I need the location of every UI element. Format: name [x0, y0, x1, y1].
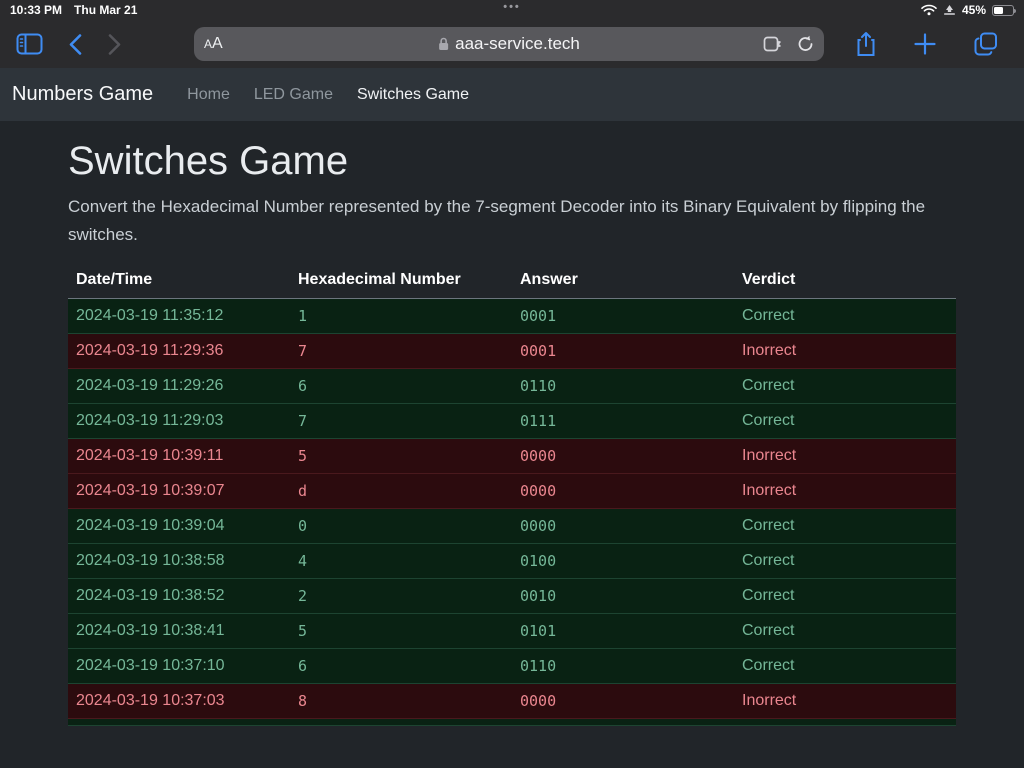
- cell-verdict: Correct: [734, 578, 956, 615]
- status-bar: 10:33 PM Thu Mar 21 ••• 45%: [0, 0, 1024, 20]
- table-row: 2024-03-19 10:37:03 8 0000 Inorrect: [68, 683, 956, 720]
- table-row: 2024-03-19 11:35:12 1 0001 Correct: [68, 298, 956, 335]
- cell-datetime: 2024-03-19 11:35:12: [68, 298, 290, 335]
- cell-datetime: 2024-03-19 10:39:11: [68, 438, 290, 475]
- cell-hex: 1: [290, 298, 512, 335]
- cell-hex: 6: [290, 648, 512, 685]
- table-row: 2024-03-19 11:29:36 7 0001 Inorrect: [68, 333, 956, 370]
- back-button[interactable]: [69, 33, 82, 55]
- nav-link-led-game[interactable]: LED Game: [253, 85, 333, 103]
- cell-verdict: Inorrect: [734, 438, 956, 475]
- cell-verdict: Correct: [734, 543, 956, 580]
- cell-answer: 0111: [512, 403, 734, 440]
- cell-verdict: Correct: [734, 368, 956, 405]
- table-row-partial: [68, 718, 956, 727]
- table-row: 2024-03-19 10:37:10 6 0110 Correct: [68, 648, 956, 685]
- nav-link-switches-game[interactable]: Switches Game: [356, 85, 470, 103]
- clock: 10:33 PM: [10, 3, 63, 17]
- cell-answer: 0110: [512, 648, 734, 685]
- page-content: Switches Game Convert the Hexadecimal Nu…: [0, 121, 1024, 727]
- cell-verdict: Correct: [734, 508, 956, 545]
- table-row: 2024-03-19 10:39:04 0 0000 Correct: [68, 508, 956, 545]
- cell-answer: 0101: [512, 613, 734, 650]
- lock-icon: [438, 37, 449, 51]
- table-header-row: Date/Time Hexadecimal Number Answer Verd…: [68, 261, 956, 300]
- table-row: 2024-03-19 10:39:11 5 0000 Inorrect: [68, 438, 956, 475]
- cell-verdict: Inorrect: [734, 683, 956, 720]
- cell-answer: 0000: [512, 473, 734, 510]
- new-tab-button[interactable]: [914, 33, 936, 55]
- site-navbar: Numbers Game Home LED Game Switches Game: [0, 68, 1024, 121]
- cell-answer: 0001: [512, 333, 734, 370]
- sidebar-toggle-button[interactable]: [16, 33, 43, 55]
- cell-answer: 0001: [512, 298, 734, 335]
- cell-answer: 0100: [512, 543, 734, 580]
- cell-hex: 6: [290, 368, 512, 405]
- reader-options-button[interactable]: AA: [204, 35, 223, 52]
- battery-icon: [992, 4, 1016, 16]
- col-header-hex: Hexadecimal Number: [290, 261, 512, 300]
- upload-activity-icon: [943, 4, 956, 16]
- cell-answer: 0110: [512, 368, 734, 405]
- table-row: 2024-03-19 10:38:52 2 0010 Correct: [68, 578, 956, 615]
- cell-verdict: Inorrect: [734, 333, 956, 370]
- table-row: 2024-03-19 10:38:58 4 0100 Correct: [68, 543, 956, 580]
- url-text: aaa-service.tech: [455, 34, 580, 53]
- cell-hex: d: [290, 473, 512, 510]
- tabs-overview-button[interactable]: [974, 32, 998, 56]
- cell-verdict: Correct: [734, 403, 956, 440]
- cell-answer: 0010: [512, 578, 734, 615]
- cell-verdict: Correct: [734, 298, 956, 335]
- cell-datetime: 2024-03-19 10:39:07: [68, 473, 290, 510]
- cell-verdict: Correct: [734, 648, 956, 685]
- multitasking-dots[interactable]: •••: [503, 1, 521, 13]
- forward-button[interactable]: [108, 33, 121, 55]
- table-row: 2024-03-19 11:29:03 7 0111 Correct: [68, 403, 956, 440]
- battery-percent: 45%: [961, 3, 986, 17]
- safari-toolbar: AA aaa-service.tech: [0, 20, 1024, 68]
- date: Thu Mar 21: [74, 3, 138, 17]
- cell-verdict: Correct: [734, 613, 956, 650]
- results-table: Date/Time Hexadecimal Number Answer Verd…: [68, 261, 956, 727]
- table-row: 2024-03-19 10:39:07 d 0000 Inorrect: [68, 473, 956, 510]
- cell-datetime: 2024-03-19 10:38:52: [68, 578, 290, 615]
- col-header-datetime: Date/Time: [68, 261, 290, 300]
- cell-datetime: 2024-03-19 10:39:04: [68, 508, 290, 545]
- cell-verdict: Inorrect: [734, 473, 956, 510]
- cell-hex: 2: [290, 578, 512, 615]
- reload-button[interactable]: [797, 35, 814, 53]
- cell-datetime: 2024-03-19 10:38:41: [68, 613, 290, 650]
- cell-answer: 0000: [512, 508, 734, 545]
- share-button[interactable]: [856, 31, 876, 57]
- cell-hex: 5: [290, 438, 512, 475]
- cell-datetime: 2024-03-19 11:29:26: [68, 368, 290, 405]
- cell-hex: 7: [290, 333, 512, 370]
- page-title: Switches Game: [68, 139, 349, 183]
- cell-datetime: 2024-03-19 10:37:10: [68, 648, 290, 685]
- cell-datetime: 2024-03-19 10:38:58: [68, 543, 290, 580]
- extensions-icon[interactable]: [763, 36, 783, 52]
- cell-hex: 5: [290, 613, 512, 650]
- cell-datetime: 2024-03-19 10:37:03: [68, 683, 290, 720]
- nav-link-home[interactable]: Home: [187, 85, 230, 103]
- col-header-verdict: Verdict: [734, 261, 956, 300]
- wifi-icon: [921, 4, 937, 16]
- table-row: 2024-03-19 10:38:41 5 0101 Correct: [68, 613, 956, 650]
- navbar-links: Home LED Game Switches Game: [175, 86, 481, 104]
- navbar-brand[interactable]: Numbers Game: [12, 83, 154, 105]
- page-description: Convert the Hexadecimal Number represent…: [68, 197, 926, 245]
- cell-datetime: 2024-03-19 11:29:03: [68, 403, 290, 440]
- cell-hex: 8: [290, 683, 512, 720]
- address-bar[interactable]: AA aaa-service.tech: [194, 27, 824, 61]
- cell-answer: 0000: [512, 683, 734, 720]
- table-row: 2024-03-19 11:29:26 6 0110 Correct: [68, 368, 956, 405]
- col-header-answer: Answer: [512, 261, 734, 300]
- cell-hex: 4: [290, 543, 512, 580]
- cell-answer: 0000: [512, 438, 734, 475]
- cell-hex: 7: [290, 403, 512, 440]
- cell-datetime: 2024-03-19 11:29:36: [68, 333, 290, 370]
- cell-hex: 0: [290, 508, 512, 545]
